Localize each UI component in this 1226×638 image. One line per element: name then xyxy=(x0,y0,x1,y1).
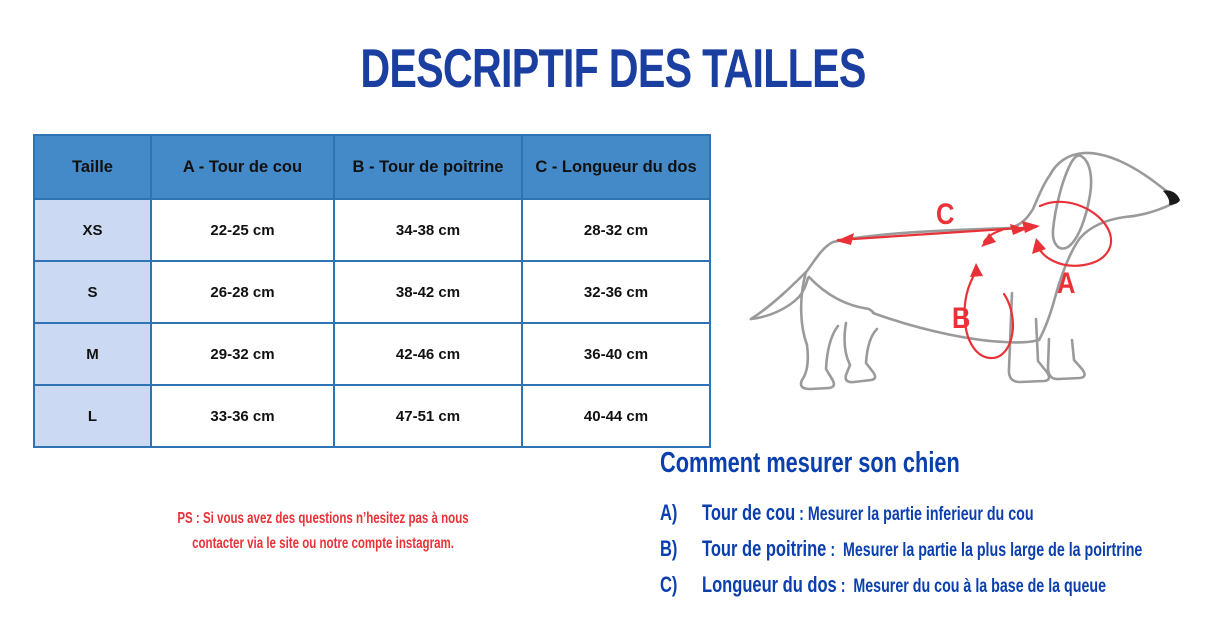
dog-hind-leg-far xyxy=(843,321,879,384)
cell-dos: 40-44 cm xyxy=(521,384,711,448)
arrow-b-arc xyxy=(963,268,1015,360)
ps-note-line2: contacter via le site ou notre compte in… xyxy=(192,535,454,552)
measure-label-c: Longueur du dos xyxy=(702,572,837,597)
arrow-c-head-left xyxy=(836,233,854,245)
dog-hind-leg-near xyxy=(799,270,840,391)
dog-jaw-chest-outline xyxy=(1037,202,1174,342)
arrow-c-head-right2 xyxy=(1010,224,1027,235)
table-row-s: S 26-28 cm 38-42 cm 32-36 cm xyxy=(33,260,711,324)
table-header-row: Taille A - Tour de cou B - Tour de poitr… xyxy=(33,134,711,200)
dog-nose xyxy=(1163,190,1180,205)
col-header-dos: C - Longueur du dos xyxy=(521,134,711,200)
arrow-a-head xyxy=(1032,238,1046,254)
dog-outline xyxy=(749,151,1180,391)
cell-cou: 22-25 cm xyxy=(150,198,335,262)
measure-desc-b: Mesurer la partie la plus large de la po… xyxy=(842,540,1143,561)
dog-measurement-diagram: C A B xyxy=(749,151,1180,391)
dog-ear xyxy=(1051,154,1093,250)
measure-letter-c: C) xyxy=(660,572,678,597)
arrow-a-arc xyxy=(1035,200,1113,267)
dog-back-head-outline xyxy=(749,151,1179,321)
measure-desc-a: Mesurer la partie inferieur du cou xyxy=(807,504,1034,525)
cell-dos: 28-32 cm xyxy=(521,198,711,262)
ps-note: PS : Si vous avez des questions n’hesite… xyxy=(154,506,492,556)
col-header-cou: A - Tour de cou xyxy=(150,134,335,200)
dog-tail-underside xyxy=(749,276,810,321)
table-row-m: M 29-32 cm 42-46 cm 36-40 cm xyxy=(33,322,711,386)
arrow-b-head-down xyxy=(981,233,996,247)
arrow-c-head-right xyxy=(1022,221,1040,233)
col-header-poitrine: B - Tour de poitrine xyxy=(333,134,523,200)
cell-poitrine: 34-38 cm xyxy=(333,198,523,262)
cell-size: L xyxy=(33,384,152,448)
cell-dos: 36-40 cm xyxy=(521,322,711,386)
table-row-xs: XS 22-25 cm 34-38 cm 28-32 cm xyxy=(33,198,711,262)
measure-label-b: Tour de poitrine xyxy=(702,536,827,561)
measure-letter-a: A) xyxy=(660,500,678,525)
cell-size: M xyxy=(33,322,152,386)
diagram-label-b: B xyxy=(952,301,970,334)
measure-item-a: A) Tour de cou : Mesurer la partie infer… xyxy=(660,496,1200,532)
cell-dos: 32-36 cm xyxy=(521,260,711,324)
cell-poitrine: 42-46 cm xyxy=(333,322,523,386)
measure-colon-a: : xyxy=(795,504,808,525)
dog-thigh-line xyxy=(807,275,876,315)
ps-note-line1: PS : Si vous avez des questions n’hesite… xyxy=(177,510,469,527)
cell-cou: 29-32 cm xyxy=(150,322,335,386)
diagram-label-a: A xyxy=(1057,266,1075,299)
cell-poitrine: 38-42 cm xyxy=(333,260,523,324)
measure-item-c: C) Longueur du dos : Mesurer du cou à la… xyxy=(660,568,1200,604)
arrow-c-line xyxy=(836,225,1038,242)
dog-front-leg-near xyxy=(1007,291,1051,384)
measure-letter-b: B) xyxy=(660,536,678,561)
cell-size: S xyxy=(33,260,152,324)
measure-label-a: Tour de cou xyxy=(702,500,796,525)
diagram-label-c: C xyxy=(936,197,954,230)
measure-colon-c: : xyxy=(836,576,854,597)
dog-belly-line xyxy=(871,311,1041,344)
cell-cou: 33-36 cm xyxy=(150,384,335,448)
measure-heading: Comment mesurer son chien xyxy=(660,447,960,479)
arrow-b-head-up xyxy=(970,263,983,277)
size-table: Taille A - Tour de cou B - Tour de poitr… xyxy=(33,134,711,448)
cell-poitrine: 47-51 cm xyxy=(333,384,523,448)
measure-colon-b: : xyxy=(826,540,843,561)
measure-desc-c: Mesurer du cou à la base de la queue xyxy=(853,576,1107,597)
table-row-l: L 33-36 cm 47-51 cm 40-44 cm xyxy=(33,384,711,448)
dog-front-leg-far xyxy=(1046,337,1086,381)
measure-item-b: B) Tour de poitrine : Mesurer la partie … xyxy=(660,532,1200,568)
page-title: DESCRIPTIF DES TAILLES xyxy=(360,37,866,99)
cell-cou: 26-28 cm xyxy=(150,260,335,324)
measurement-arrows: C A B xyxy=(836,197,1113,360)
cell-size: XS xyxy=(33,198,152,262)
measure-section: Comment mesurer son chien A) Tour de cou… xyxy=(660,447,1200,604)
col-header-taille: Taille xyxy=(33,134,152,200)
